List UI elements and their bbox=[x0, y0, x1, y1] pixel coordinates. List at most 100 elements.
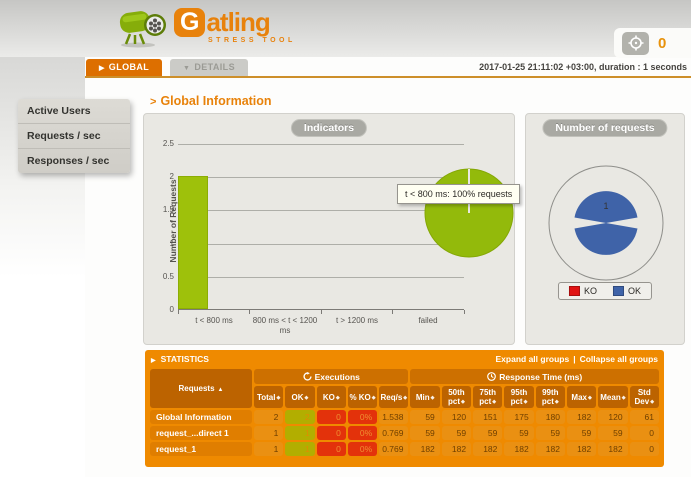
cell: 0 bbox=[629, 442, 659, 457]
cell: 182 bbox=[566, 410, 597, 425]
col-header-ko[interactable]: KO◆ bbox=[316, 386, 346, 409]
tab-dropdown-arrow-icon: ▼ bbox=[183, 65, 191, 72]
brand-subtitle: STRESS TOOL bbox=[208, 36, 296, 44]
cell-ok: 1 bbox=[285, 442, 315, 457]
cell: 61 bbox=[629, 410, 659, 425]
gridline bbox=[178, 244, 464, 245]
gridline bbox=[178, 177, 464, 178]
col-header-mean[interactable]: Mean◆ bbox=[598, 386, 628, 409]
row-label-request-1[interactable]: request_1 bbox=[150, 442, 252, 457]
indicators-title: Indicators bbox=[290, 119, 368, 137]
cell: 0.769 bbox=[379, 442, 409, 457]
col-header-95th[interactable]: 95th pct◆ bbox=[504, 386, 534, 409]
table-row: request_1 1 1 0 0% 0.769 182 182 182 182… bbox=[150, 442, 659, 457]
y-tick: 1.5 bbox=[162, 205, 174, 214]
tab-active-arrow-icon: ▶ bbox=[99, 65, 105, 72]
brand-text: G atling STRESS TOOL bbox=[174, 7, 296, 44]
col-header-ok[interactable]: OK◆ bbox=[285, 386, 315, 409]
statistics-table: Requests ▲ Executions Response Time (ms) … bbox=[148, 367, 661, 458]
gatling-logo: G atling STRESS TOOL bbox=[116, 2, 296, 48]
col-header-min[interactable]: Min◆ bbox=[410, 386, 440, 409]
col-header-75th[interactable]: 75th pct◆ bbox=[473, 386, 503, 409]
sidebar-item-responses-per-sec[interactable]: Responses / sec bbox=[27, 155, 110, 167]
x-category-label: failed bbox=[418, 316, 438, 325]
number-of-requests-title: Number of requests bbox=[542, 119, 668, 137]
collapse-all-groups-link[interactable]: Collapse all groups bbox=[579, 354, 658, 364]
col-header-50th[interactable]: 50th pct◆ bbox=[441, 386, 472, 409]
cell: 59 bbox=[441, 426, 472, 441]
col-header-99th[interactable]: 99th pct◆ bbox=[535, 386, 565, 409]
col-header-pct-ko[interactable]: % KO◆ bbox=[347, 386, 378, 409]
sort-icon: ◆ bbox=[621, 394, 626, 401]
cell: 59 bbox=[598, 426, 628, 441]
row-label-global-information[interactable]: Global Information bbox=[150, 410, 252, 425]
tab-details[interactable]: ▼ DETAILS bbox=[170, 59, 248, 76]
tab-details-label: DETAILS bbox=[194, 62, 235, 72]
y-axis-label: Number of Requests bbox=[168, 179, 178, 263]
sidebar: Active Users Requests / sec Responses / … bbox=[18, 99, 130, 173]
cell: 182 bbox=[504, 442, 534, 457]
cell-pct-ko: 0% bbox=[347, 410, 378, 425]
x-tick bbox=[392, 310, 393, 314]
cell: 1 bbox=[254, 426, 284, 441]
y-tick: 2.5 bbox=[162, 139, 174, 148]
sort-icon: ◆ bbox=[461, 399, 465, 406]
statistics-title[interactable]: ▶ STATISTICS bbox=[151, 354, 209, 364]
cell: 59 bbox=[535, 426, 565, 441]
tab-global[interactable]: ▶ GLOBAL bbox=[86, 59, 163, 76]
cell: 1.538 bbox=[379, 410, 409, 425]
bar-chart-plot bbox=[178, 144, 464, 310]
cell: 182 bbox=[441, 442, 472, 457]
cell-ok: 2 bbox=[285, 410, 315, 425]
cell: 182 bbox=[473, 442, 503, 457]
counter-value: 0 bbox=[658, 34, 667, 52]
cell: 2 bbox=[254, 410, 284, 425]
header-band bbox=[0, 0, 691, 57]
x-tick bbox=[178, 310, 179, 314]
cell-ko: 0 bbox=[316, 410, 346, 425]
brand-name: atling bbox=[206, 6, 270, 37]
expand-all-groups-link[interactable]: Expand all groups bbox=[495, 354, 570, 364]
sort-icon: ◆ bbox=[403, 394, 408, 401]
statistics-panel: ▶ STATISTICS Expand all groups | Collapse a… bbox=[145, 350, 664, 467]
sort-icon: ◆ bbox=[335, 394, 340, 401]
sidebar-item-requests-per-sec[interactable]: Requests / sec bbox=[18, 124, 130, 149]
y-tick: 0 bbox=[169, 305, 174, 314]
y-tick: 2 bbox=[169, 172, 174, 181]
x-category-label: t < 800 ms bbox=[195, 316, 233, 325]
x-axis bbox=[178, 309, 464, 310]
cell-ko: 0 bbox=[316, 426, 346, 441]
table-row: Global Information 2 2 0 0% 1.538 59 120… bbox=[150, 410, 659, 425]
col-header-requests[interactable]: Requests ▲ bbox=[150, 369, 252, 409]
cell: 175 bbox=[504, 410, 534, 425]
target-icon[interactable] bbox=[622, 31, 649, 55]
legend-ko[interactable]: KO bbox=[568, 286, 597, 296]
requests-pie-chart: 1 bbox=[548, 165, 664, 281]
bar-t-lt-800ms bbox=[178, 176, 208, 309]
cell-ok: 1 bbox=[285, 426, 315, 441]
row-label-request-direct-1[interactable]: request_...direct 1 bbox=[150, 426, 252, 441]
x-tick bbox=[249, 310, 250, 314]
title-arrow-icon: > bbox=[150, 96, 157, 108]
y-tick: 1 bbox=[169, 239, 174, 248]
col-header-stddev[interactable]: Std Dev◆ bbox=[629, 386, 659, 409]
cell: 182 bbox=[598, 442, 628, 457]
cell: 59 bbox=[504, 426, 534, 441]
executions-group-header: Executions bbox=[254, 369, 409, 384]
page-title-text: Global Information bbox=[160, 94, 272, 108]
response-time-group-header: Response Time (ms) bbox=[410, 369, 659, 384]
sort-icon: ◆ bbox=[371, 394, 376, 401]
col-header-reqs[interactable]: Req/s◆ bbox=[379, 386, 409, 409]
gridline bbox=[178, 277, 464, 278]
sort-icon: ◆ bbox=[430, 394, 435, 401]
gridline bbox=[178, 144, 464, 145]
clock-icon bbox=[487, 371, 497, 381]
y-tick: 0.5 bbox=[162, 272, 174, 281]
sort-icon: ◆ bbox=[523, 399, 528, 406]
col-header-max[interactable]: Max◆ bbox=[566, 386, 597, 409]
cell: 180 bbox=[535, 410, 565, 425]
col-header-total[interactable]: Total◆ bbox=[254, 386, 284, 409]
brand-g-badge: G bbox=[174, 7, 206, 37]
legend-ok[interactable]: OK bbox=[613, 286, 641, 296]
sidebar-item-active-users[interactable]: Active Users bbox=[18, 99, 130, 124]
